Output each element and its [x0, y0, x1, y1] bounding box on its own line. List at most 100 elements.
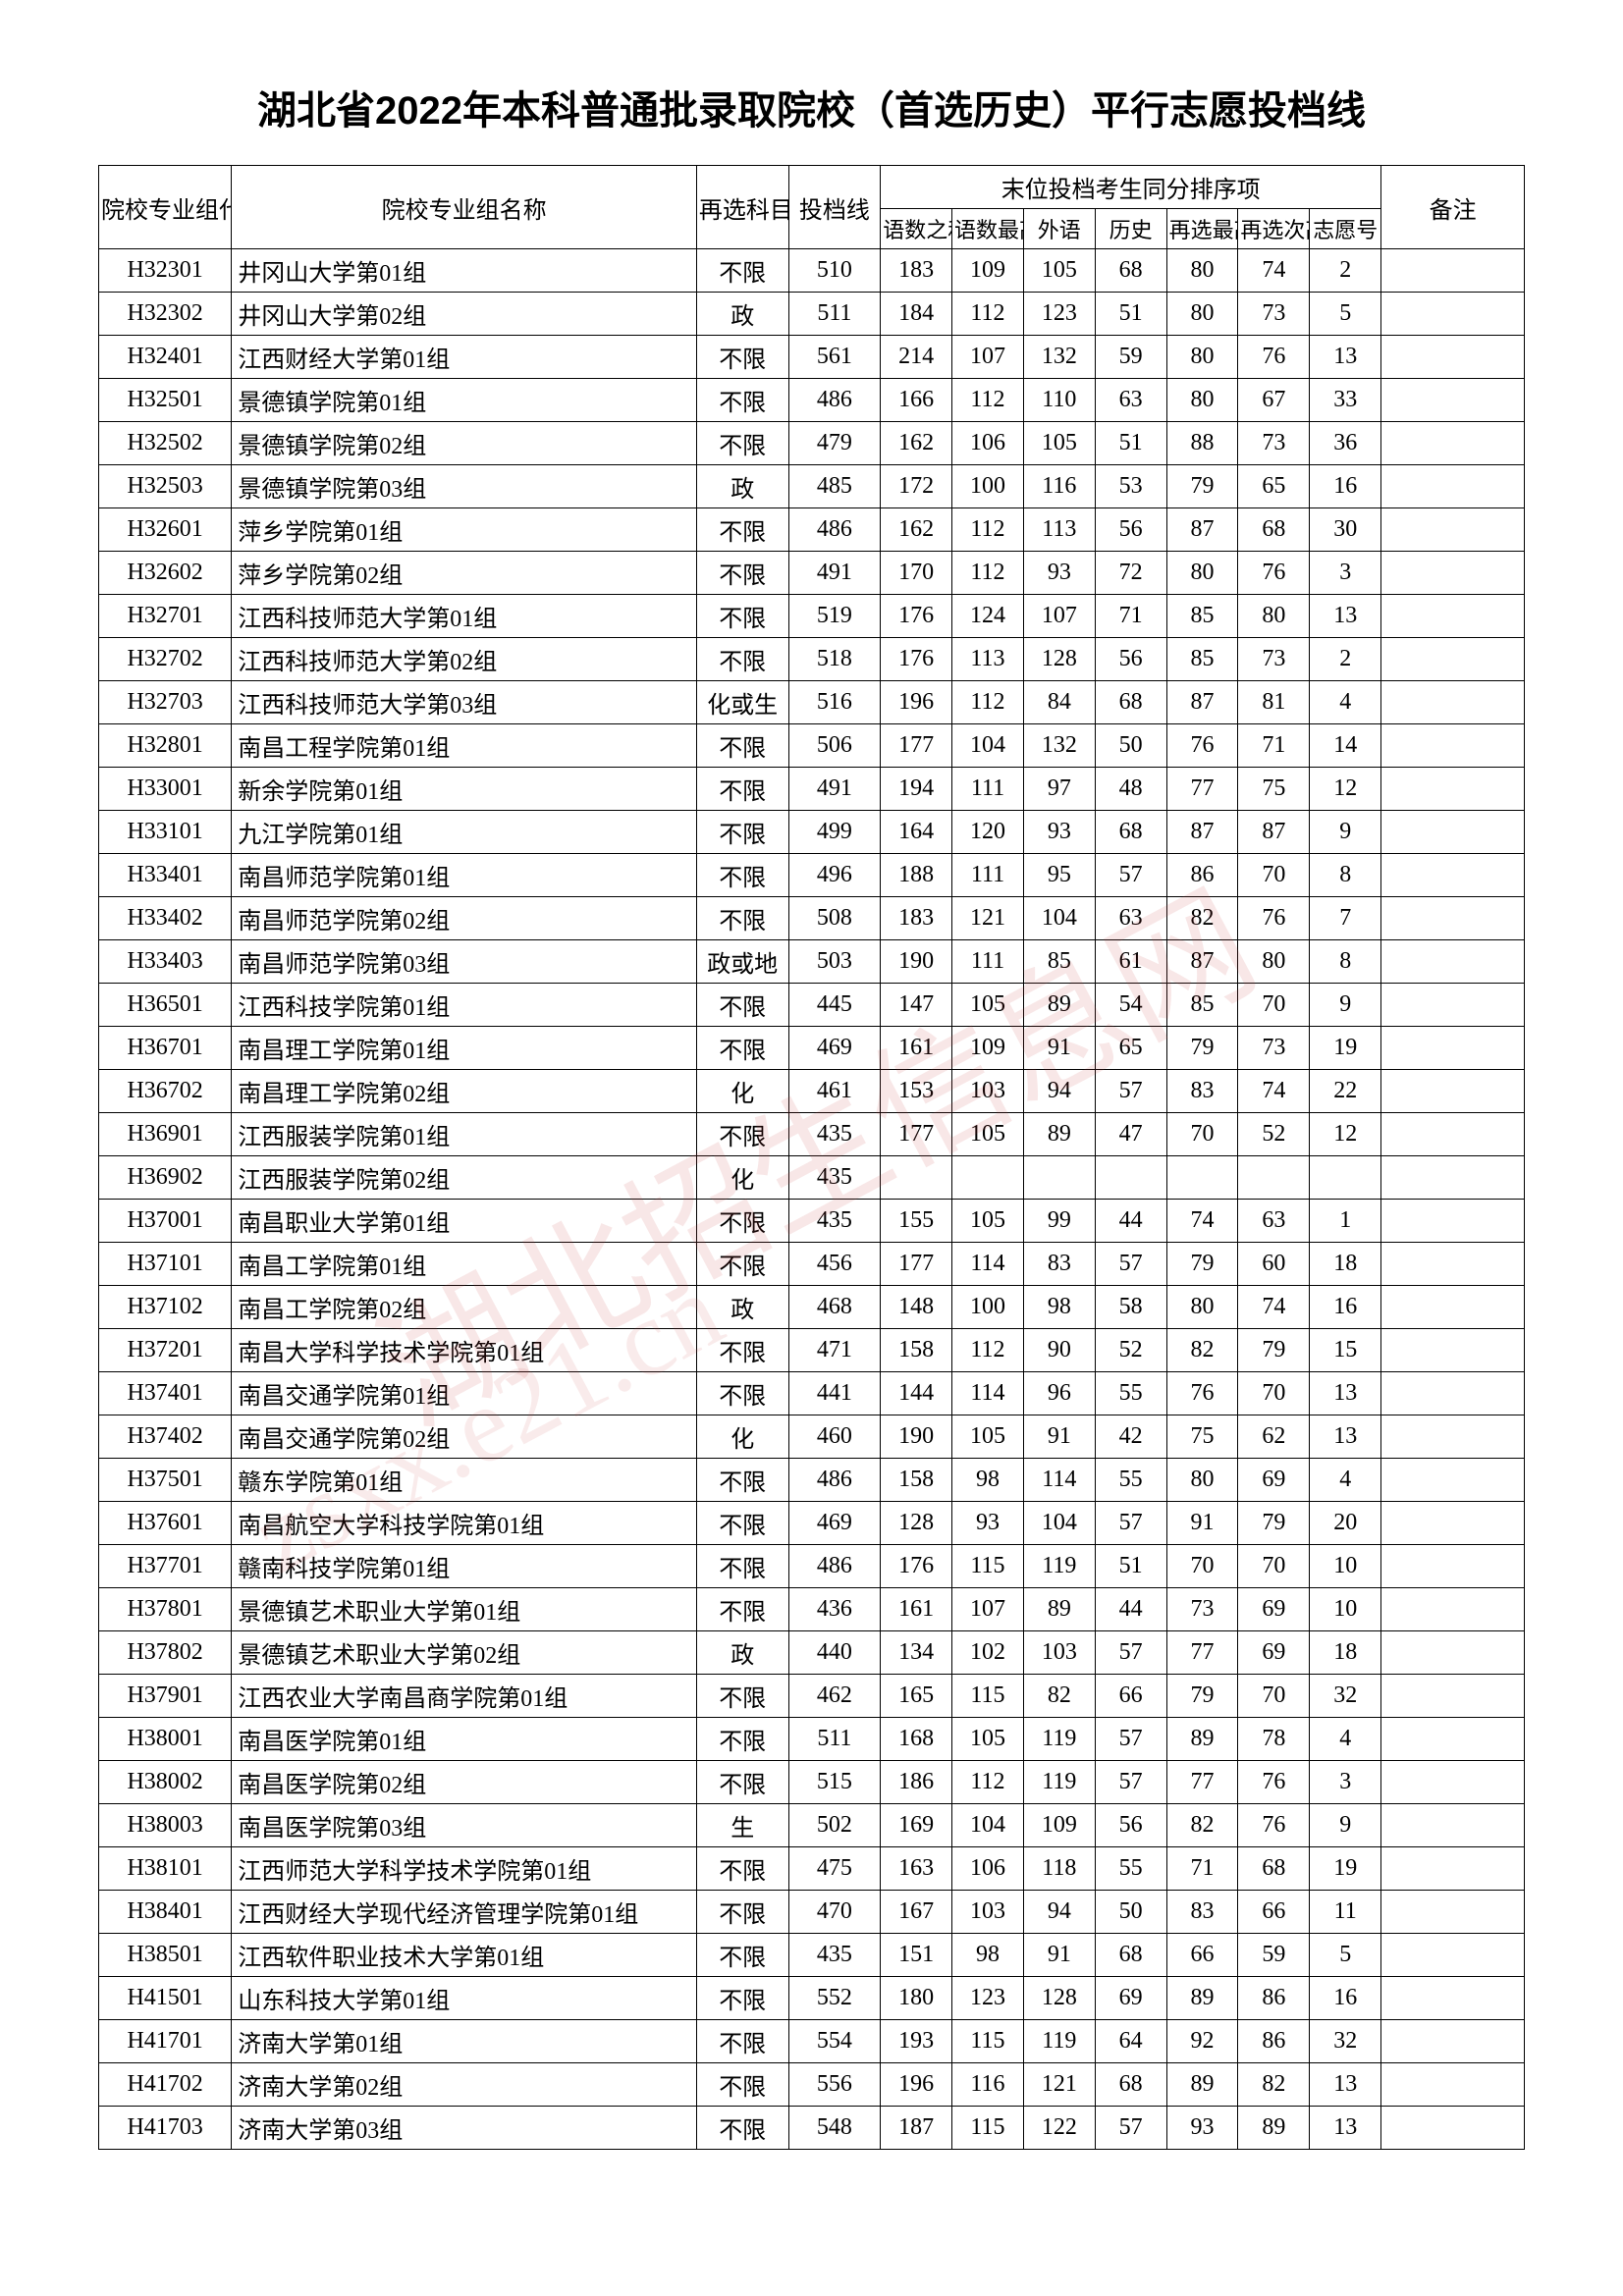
cell-s4: 56	[1095, 638, 1166, 681]
cell-s3: 119	[1023, 1545, 1095, 1588]
cell-req: 政	[696, 1286, 788, 1329]
cell-s1: 188	[881, 854, 952, 897]
cell-s7: 11	[1310, 1891, 1381, 1934]
cell-score: 552	[788, 1977, 881, 2020]
cell-s7: 2	[1310, 249, 1381, 293]
table-row: H32703江西科技师范大学第03组化或生516196112846887814	[99, 681, 1525, 724]
table-row: H33001新余学院第01组不限4911941119748777512	[99, 768, 1525, 811]
cell-code: H37601	[99, 1502, 232, 1545]
cell-req: 不限	[696, 508, 788, 552]
cell-req: 不限	[696, 1934, 788, 1977]
cell-code: H36901	[99, 1113, 232, 1156]
cell-name: 南昌医学院第02组	[232, 1761, 697, 1804]
cell-s1: 168	[881, 1718, 952, 1761]
cell-s5: 74	[1166, 1200, 1238, 1243]
cell-s7: 33	[1310, 379, 1381, 422]
cell-s7: 16	[1310, 465, 1381, 508]
table-row: H32503景德镇学院第03组政48517210011653796516	[99, 465, 1525, 508]
cell-s3: 116	[1023, 465, 1095, 508]
cell-s1	[881, 1156, 952, 1200]
cell-name: 南昌交通学院第01组	[232, 1372, 697, 1415]
cell-s7: 22	[1310, 1070, 1381, 1113]
cell-rm	[1381, 1502, 1525, 1545]
page-title: 湖北省2022年本科普通批录取院校（首选历史）平行志愿投档线	[98, 79, 1525, 135]
cell-s3: 85	[1023, 940, 1095, 984]
cell-req: 不限	[696, 249, 788, 293]
cell-req: 不限	[696, 422, 788, 465]
table-row: H37402南昌交通学院第02组化4601901059142756213	[99, 1415, 1525, 1459]
cell-req: 不限	[696, 811, 788, 854]
cell-rm	[1381, 854, 1525, 897]
cell-s1: 158	[881, 1329, 952, 1372]
table-row: H38401江西财经大学现代经济管理学院第01组不限47016710394508…	[99, 1891, 1525, 1934]
cell-s1: 166	[881, 379, 952, 422]
cell-code: H32503	[99, 465, 232, 508]
cell-s4: 57	[1095, 1070, 1166, 1113]
cell-req: 不限	[696, 2020, 788, 2063]
cell-s1: 193	[881, 2020, 952, 2063]
cell-score: 519	[788, 595, 881, 638]
cell-s7: 36	[1310, 422, 1381, 465]
cell-rm	[1381, 1891, 1525, 1934]
cell-s1: 187	[881, 2107, 952, 2150]
cell-score: 461	[788, 1070, 881, 1113]
table-row: H32302井冈山大学第02组政5111841121235180735	[99, 293, 1525, 336]
cell-s1: 161	[881, 1027, 952, 1070]
cell-s7: 9	[1310, 1804, 1381, 1847]
cell-code: H32801	[99, 724, 232, 768]
cell-s6: 73	[1238, 638, 1310, 681]
table-row: H32501景德镇学院第01组不限48616611211063806733	[99, 379, 1525, 422]
table-row: H37901江西农业大学南昌商学院第01组不限46216511582667970…	[99, 1675, 1525, 1718]
cell-s2: 123	[952, 1977, 1024, 2020]
cell-s5: 80	[1166, 379, 1238, 422]
cell-s4: 44	[1095, 1588, 1166, 1631]
cell-s2: 104	[952, 1804, 1024, 1847]
cell-s2: 100	[952, 465, 1024, 508]
cell-score: 469	[788, 1502, 881, 1545]
table-row: H36701南昌理工学院第01组不限4691611099165797319	[99, 1027, 1525, 1070]
cell-s4: 57	[1095, 1631, 1166, 1675]
cell-s7	[1310, 1156, 1381, 1200]
col-score: 投档线	[788, 166, 881, 249]
cell-s6: 73	[1238, 293, 1310, 336]
cell-s7: 19	[1310, 1847, 1381, 1891]
cell-s2: 107	[952, 336, 1024, 379]
cell-score: 486	[788, 379, 881, 422]
cell-s4: 68	[1095, 1934, 1166, 1977]
cell-s1: 177	[881, 1113, 952, 1156]
cell-s5: 77	[1166, 1761, 1238, 1804]
cell-code: H32301	[99, 249, 232, 293]
cell-rm	[1381, 508, 1525, 552]
cell-s3: 105	[1023, 249, 1095, 293]
cell-s4: 57	[1095, 854, 1166, 897]
cell-s2: 124	[952, 595, 1024, 638]
cell-rm	[1381, 638, 1525, 681]
cell-s6: 79	[1238, 1502, 1310, 1545]
cell-code: H41501	[99, 1977, 232, 2020]
cell-code: H32501	[99, 379, 232, 422]
cell-name: 江西服装学院第01组	[232, 1113, 697, 1156]
table-row: H41501山东科技大学第01组不限55218012312869898616	[99, 1977, 1525, 2020]
cell-s6: 60	[1238, 1243, 1310, 1286]
cell-rm	[1381, 1200, 1525, 1243]
cell-req: 政	[696, 1631, 788, 1675]
cell-name: 南昌大学科学技术学院第01组	[232, 1329, 697, 1372]
cell-s6: 76	[1238, 1761, 1310, 1804]
cell-s3: 119	[1023, 2020, 1095, 2063]
cell-rm	[1381, 897, 1525, 940]
cell-s5: 89	[1166, 1977, 1238, 2020]
cell-s2: 100	[952, 1286, 1024, 1329]
cell-s4: 55	[1095, 1372, 1166, 1415]
cell-s1: 163	[881, 1847, 952, 1891]
cell-s1: 153	[881, 1070, 952, 1113]
cell-s3: 84	[1023, 681, 1095, 724]
cell-s5: 66	[1166, 1934, 1238, 1977]
cell-s3: 104	[1023, 1502, 1095, 1545]
cell-s2: 105	[952, 1718, 1024, 1761]
cell-s3: 91	[1023, 1027, 1095, 1070]
cell-s2: 106	[952, 1847, 1024, 1891]
cell-s7: 20	[1310, 1502, 1381, 1545]
cell-s2	[952, 1156, 1024, 1200]
cell-score: 479	[788, 422, 881, 465]
cell-s7: 32	[1310, 2020, 1381, 2063]
